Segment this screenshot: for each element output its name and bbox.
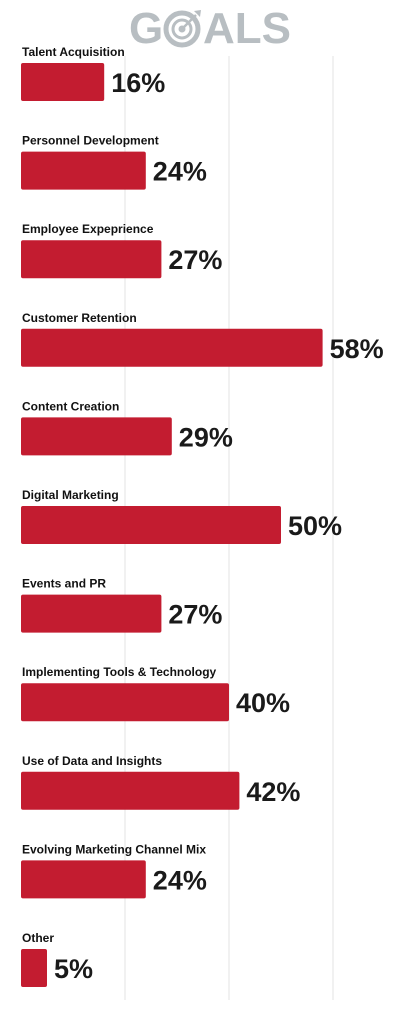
category-label: Personnel Development xyxy=(22,134,159,148)
value-label: 29% xyxy=(179,422,233,452)
category-label: Customer Retention xyxy=(22,311,137,325)
bar xyxy=(21,771,240,810)
category-label: Use of Data and Insights xyxy=(22,754,162,768)
title-left: G xyxy=(129,4,163,50)
category-label: Events and PR xyxy=(22,577,106,591)
category-label: Other xyxy=(22,931,54,945)
category-label: Talent Acquisition xyxy=(22,45,125,59)
bar xyxy=(21,151,146,190)
value-label: 24% xyxy=(153,865,207,895)
value-label: 24% xyxy=(153,157,207,187)
bar xyxy=(21,63,105,101)
category-label: Employee Expeprience xyxy=(22,222,154,236)
value-label: 42% xyxy=(246,777,300,807)
bar xyxy=(21,683,229,722)
bar xyxy=(21,506,281,544)
category-label: Implementing Tools & Technology xyxy=(22,665,217,679)
bar xyxy=(21,328,323,367)
category-label: Digital Marketing xyxy=(22,488,119,502)
value-label: 58% xyxy=(330,334,384,364)
target-icon xyxy=(163,10,201,48)
category-label: Content Creation xyxy=(22,399,119,413)
value-label: 40% xyxy=(236,688,290,718)
bar xyxy=(21,417,172,456)
value-label: 27% xyxy=(168,245,222,275)
title-right: ALS xyxy=(203,4,291,50)
value-label: 27% xyxy=(168,600,222,630)
category-label: Evolving Marketing Channel Mix xyxy=(22,842,206,856)
value-label: 50% xyxy=(288,511,342,541)
bar xyxy=(21,860,146,899)
bar xyxy=(21,240,162,279)
title-graphic: G ALS xyxy=(129,4,291,53)
chart-header: G ALS xyxy=(0,0,412,53)
value-label: 5% xyxy=(54,954,93,984)
bar xyxy=(21,594,162,633)
bar xyxy=(21,949,47,987)
value-label: 16% xyxy=(111,68,165,98)
